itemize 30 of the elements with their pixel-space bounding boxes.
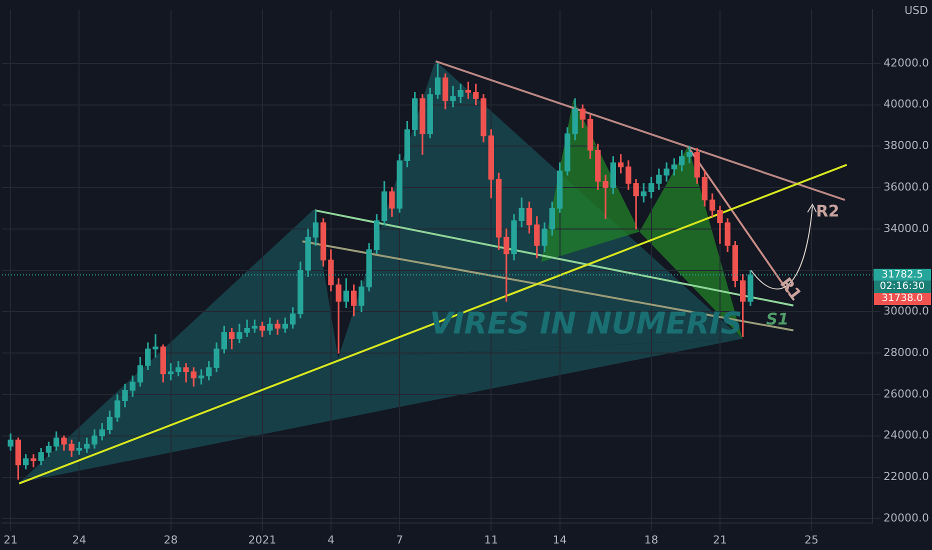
y-tick-label: 20000.0 xyxy=(884,512,930,525)
annotation: S1 xyxy=(766,310,789,329)
x-tick-label: 21 xyxy=(4,533,18,546)
x-tick-label: 21 xyxy=(712,533,727,546)
ref-line-label: 31782.5 xyxy=(882,269,923,280)
y-tick-label: 24000.0 xyxy=(884,428,930,442)
annotation: VIRES IN NUMERIS xyxy=(430,306,742,342)
x-tick-label: 11 xyxy=(484,533,498,546)
y-tick-label: 36000.0 xyxy=(884,180,930,194)
y-tick-label: 26000.0 xyxy=(884,387,930,400)
x-tick-label: 14 xyxy=(552,533,567,546)
y-tick-label: 42000.0 xyxy=(884,56,930,70)
x-tick-label: 2021 xyxy=(248,533,276,546)
x-tick-label: 24 xyxy=(72,533,86,546)
x-tick-label: 7 xyxy=(396,533,404,546)
y-tick-label: 30000.0 xyxy=(884,304,930,318)
x-tick-label: 4 xyxy=(327,533,334,546)
x-tick-label: 28 xyxy=(164,533,178,546)
y-tick-label: 34000.0 xyxy=(884,222,930,235)
y-tick-label: 22000.0 xyxy=(884,470,930,484)
y-tick-label: 38000.0 xyxy=(884,139,930,152)
annotation: R1 xyxy=(776,274,806,304)
text: 31738.0 xyxy=(874,292,931,305)
x-tick-label: 18 xyxy=(644,533,658,546)
x-tick-label: 25 xyxy=(804,533,818,546)
annotation: R2 xyxy=(816,202,840,221)
y-tick-label: 28000.0 xyxy=(884,346,930,359)
text: 02:16:30 xyxy=(874,280,931,293)
y-tick-label: 40000.0 xyxy=(884,98,930,111)
y-axis-title: USD xyxy=(904,4,928,17)
